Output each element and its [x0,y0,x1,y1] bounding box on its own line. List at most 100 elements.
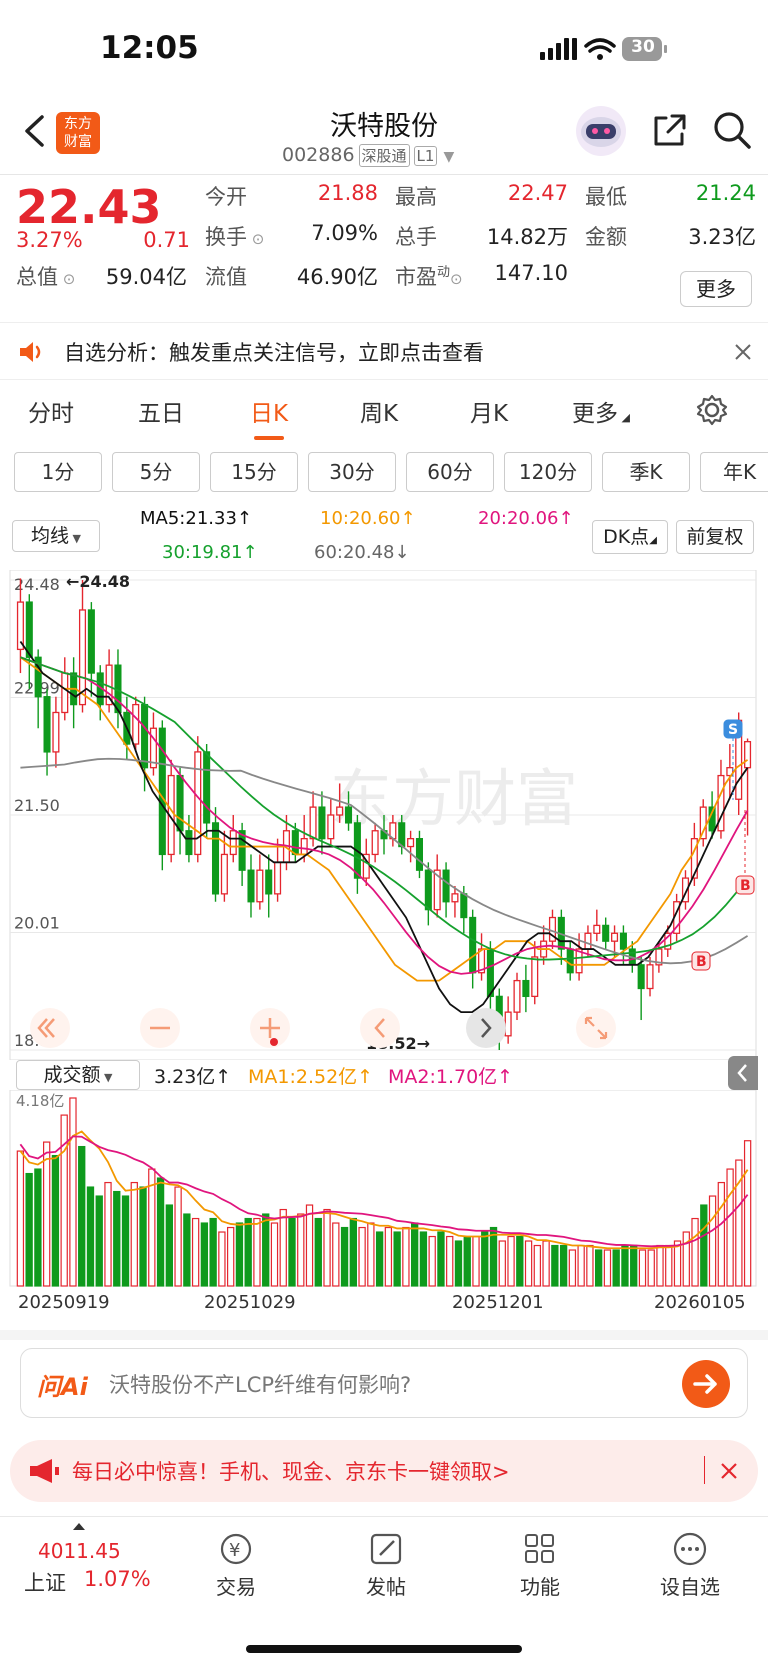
index-value[interactable]: 4011.45 [38,1539,121,1563]
date-label: 20250919 [18,1292,110,1313]
interval-1min[interactable]: 1分 [14,452,102,492]
tab-post[interactable]: 发帖 [336,1531,436,1600]
tab-trade-label: 交易 [216,1575,256,1599]
volume-bar [165,1204,173,1287]
more-button[interactable]: 更多 [680,271,752,307]
stock-header: 东方 财富 沃特股份 002886 深股通 L1 ▼ [0,100,768,175]
volume-bar [375,1231,384,1287]
candle-body [78,609,87,706]
divider [704,1456,705,1484]
tab-intraday[interactable]: 分时 [28,401,74,427]
back-icon[interactable] [22,114,46,148]
volume-max-label: 4.18亿 [16,1092,65,1110]
megaphone-icon [30,1459,59,1483]
candle-body [336,806,344,816]
index-name[interactable]: 上证 [24,1571,66,1595]
volume-bar [227,1226,235,1287]
interval-30min[interactable]: 30分 [308,452,396,492]
interval-year-k[interactable]: 年K [700,452,768,492]
arrow-right-icon[interactable] [681,1359,731,1409]
next-icon[interactable] [466,1008,506,1048]
interval-quarter-k[interactable]: 季K [602,452,690,492]
volume-amount: 3.23亿↑ [154,1066,232,1088]
volume-bar [437,1231,445,1287]
volume-bar [262,1213,270,1287]
fullscreen-icon[interactable] [576,1008,616,1048]
zoom-in-icon[interactable] [250,1008,290,1048]
indicator-select[interactable]: 均线 ▼ [12,520,100,552]
candle-body [584,932,592,950]
volume-bars [16,1097,752,1287]
adjust-button[interactable]: 前复权 [676,520,754,554]
candle-body [158,727,166,856]
volume-bar [419,1231,428,1287]
price-axis-label: 24.48 [14,575,60,594]
tab-post-label: 发帖 [366,1575,406,1599]
close-icon[interactable] [734,343,752,361]
close-icon[interactable] [720,1462,738,1480]
tab-functions-label: 功能 [520,1575,560,1599]
analysis-banner[interactable]: 自选分析：触发重点关注信号，立即点击查看 [0,322,768,380]
volume-bar [682,1231,690,1287]
interval-120min[interactable]: 120分 [504,452,592,492]
ma60-value: 60:20.48↓ [314,542,410,563]
tab-add-watchlist[interactable]: 设自选 [640,1531,740,1600]
volume-bar [603,1249,612,1287]
ma60-line [20,757,749,965]
interval-60min[interactable]: 60分 [406,452,494,492]
stock-code-line[interactable]: 002886 深股通 L1 ▼ [282,144,454,167]
candle-body [619,932,627,950]
candle-body [602,924,610,942]
tab-weekly-k[interactable]: 周K [360,401,399,427]
volume-bar [411,1222,419,1287]
volume-bar [638,1249,647,1287]
share-icon[interactable] [652,112,688,148]
volume-bar [446,1235,454,1287]
volume-bar [288,1217,296,1287]
candle-body [478,948,486,974]
zoom-out-icon[interactable] [140,1008,180,1048]
tab-monthly-k[interactable]: 月K [470,401,509,427]
tab-daily-k[interactable]: 日K [250,394,288,440]
candle-body [43,696,51,753]
interval-15min[interactable]: 15分 [210,452,298,492]
market-cap-label: 总值 ⊙ [16,265,76,289]
candle-body [424,869,432,911]
volume-bar [743,1140,752,1287]
volume-bar [113,1190,121,1287]
ask-ai-box[interactable]: 问Ai 沃特股份不产LCP纤维有何影响? [20,1348,748,1418]
candle-body [690,838,698,879]
max-price-label: ←24.48 [66,572,131,591]
tab-trade[interactable]: ¥ 交易 [186,1531,286,1600]
tab-more[interactable]: 更多 ◢ [572,401,630,427]
ma20-value: 20:20.06↑ [478,508,574,529]
volume-bar [305,1204,314,1287]
rewind-icon[interactable] [30,1008,70,1048]
volume-bar [533,1244,541,1287]
index-percent[interactable]: 1.07% [84,1567,151,1591]
dk-point-button[interactable]: DK点◢ [592,520,668,554]
search-icon[interactable] [712,110,752,150]
interval-5min[interactable]: 5分 [112,452,200,492]
robot-assistant-icon[interactable] [574,104,628,158]
volume-bar [472,1235,480,1287]
volume-bar [498,1240,506,1287]
volume-bar [393,1231,401,1287]
collapse-panel-button[interactable] [728,1056,758,1090]
price-axis-label: 21.50 [14,796,60,815]
promo-text: 每日必中惊喜！手机、现金、京东卡一键领取> [72,1460,510,1484]
volume-bar [270,1222,279,1287]
tab-functions[interactable]: 功能 [490,1531,590,1600]
active-tab-underline [254,436,285,440]
promo-banner[interactable]: 每日必中惊喜！手机、现金、京东卡一键领取> [10,1440,758,1502]
prev-icon[interactable] [360,1008,400,1048]
tab-five-day[interactable]: 五日 [138,401,184,427]
volume-bar [367,1222,375,1287]
settings-icon[interactable] [696,394,728,426]
buy-signal-text: B [696,954,707,970]
trade-icon: ¥ [220,1533,252,1565]
volume-bar [253,1217,261,1287]
volume-indicator-select[interactable]: 成交额 ▼ [16,1060,140,1090]
